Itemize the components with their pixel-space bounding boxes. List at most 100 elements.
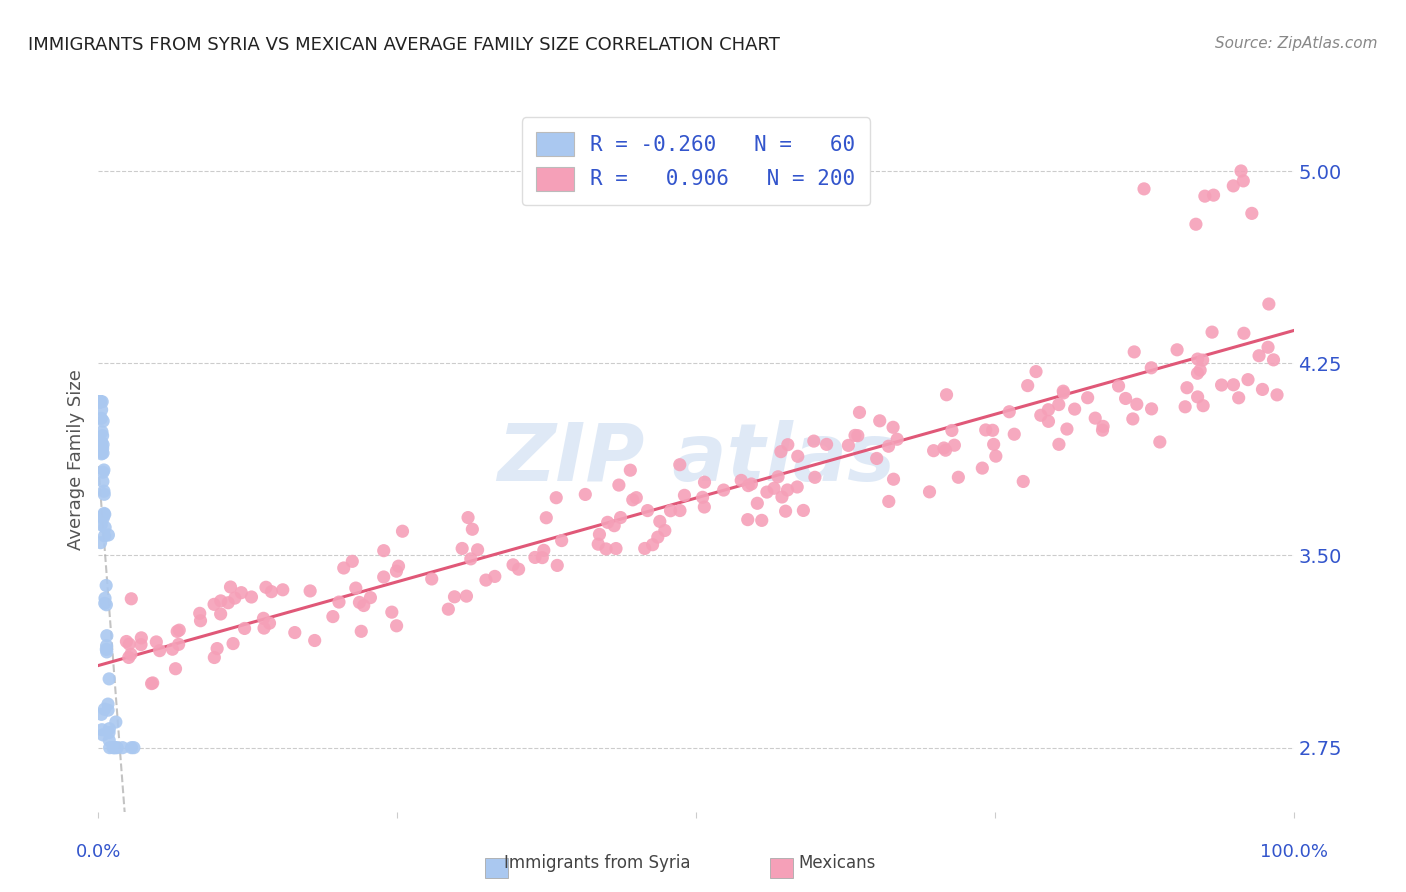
Point bbox=[634, 541, 657, 556]
Point bbox=[693, 500, 716, 514]
Point bbox=[1038, 402, 1060, 417]
Point bbox=[111, 740, 134, 755]
Point bbox=[981, 423, 1004, 437]
Point bbox=[89, 394, 111, 409]
Point bbox=[647, 530, 669, 544]
Point bbox=[145, 635, 167, 649]
Point bbox=[935, 388, 957, 402]
Point bbox=[948, 470, 970, 484]
Point bbox=[983, 437, 1005, 451]
Point bbox=[654, 524, 676, 538]
Point bbox=[502, 558, 524, 572]
Point bbox=[89, 394, 111, 409]
Point bbox=[932, 441, 955, 455]
Point bbox=[837, 438, 859, 452]
Point bbox=[588, 527, 610, 541]
Point bbox=[240, 590, 263, 604]
Point bbox=[737, 513, 759, 527]
Point bbox=[1063, 402, 1085, 417]
Point bbox=[90, 439, 112, 453]
Point bbox=[322, 609, 344, 624]
Point bbox=[1187, 390, 1209, 404]
Point bbox=[118, 650, 141, 665]
Point bbox=[90, 723, 112, 737]
Point bbox=[98, 725, 121, 739]
Point bbox=[391, 524, 413, 539]
Point bbox=[142, 676, 165, 690]
Point bbox=[586, 537, 609, 551]
Point bbox=[619, 463, 641, 477]
Point bbox=[1227, 391, 1250, 405]
Point bbox=[641, 538, 664, 552]
Point bbox=[385, 619, 408, 633]
Point bbox=[190, 614, 212, 628]
Point bbox=[1185, 217, 1208, 231]
Point bbox=[475, 573, 498, 587]
Point bbox=[1240, 206, 1263, 220]
Point bbox=[972, 461, 994, 475]
Point bbox=[222, 637, 245, 651]
Point bbox=[508, 562, 530, 576]
Point bbox=[90, 517, 112, 532]
Point bbox=[91, 508, 114, 523]
Text: ZIP atlas: ZIP atlas bbox=[496, 420, 896, 499]
Point bbox=[935, 443, 957, 458]
Point bbox=[443, 590, 465, 604]
Point bbox=[91, 437, 114, 451]
Point bbox=[120, 591, 142, 606]
Point bbox=[98, 672, 121, 686]
Point bbox=[1222, 178, 1244, 193]
Point bbox=[103, 740, 125, 755]
Point bbox=[803, 434, 825, 449]
Point bbox=[90, 402, 112, 417]
Point bbox=[141, 676, 163, 690]
Point bbox=[740, 477, 762, 491]
Point bbox=[209, 594, 232, 608]
Point bbox=[776, 438, 799, 452]
Point bbox=[98, 740, 121, 755]
Point bbox=[595, 541, 617, 556]
Point bbox=[94, 508, 117, 522]
Point bbox=[271, 582, 294, 597]
Point bbox=[385, 564, 408, 578]
Point bbox=[304, 633, 326, 648]
Point bbox=[763, 481, 786, 495]
Point bbox=[115, 634, 138, 648]
Point bbox=[457, 510, 479, 524]
Point bbox=[149, 643, 172, 657]
Point bbox=[1012, 475, 1035, 489]
Point bbox=[1175, 381, 1198, 395]
Point bbox=[1115, 392, 1137, 406]
Point bbox=[1202, 188, 1225, 202]
Point bbox=[1174, 400, 1197, 414]
Point bbox=[120, 647, 142, 661]
Point bbox=[94, 591, 117, 606]
Point bbox=[231, 585, 253, 599]
Point bbox=[188, 607, 211, 621]
Point bbox=[974, 423, 997, 437]
Point bbox=[1263, 352, 1285, 367]
Point bbox=[121, 740, 143, 755]
Point bbox=[1056, 422, 1078, 436]
Point bbox=[91, 428, 114, 442]
Point bbox=[381, 605, 404, 619]
Point bbox=[260, 584, 283, 599]
Point bbox=[165, 662, 187, 676]
Point bbox=[1189, 363, 1212, 377]
Point bbox=[202, 598, 225, 612]
Text: Mexicans: Mexicans bbox=[797, 855, 876, 872]
Point bbox=[1047, 437, 1070, 451]
Point bbox=[1191, 353, 1213, 368]
Point bbox=[359, 591, 381, 605]
Point bbox=[984, 449, 1007, 463]
Point bbox=[101, 740, 124, 755]
Point bbox=[648, 515, 671, 529]
Point bbox=[233, 622, 256, 636]
Point bbox=[219, 580, 242, 594]
Point bbox=[349, 595, 371, 609]
Point bbox=[877, 439, 900, 453]
Point bbox=[97, 528, 120, 542]
Point bbox=[467, 542, 489, 557]
Point bbox=[1052, 384, 1074, 399]
Point bbox=[96, 645, 118, 659]
